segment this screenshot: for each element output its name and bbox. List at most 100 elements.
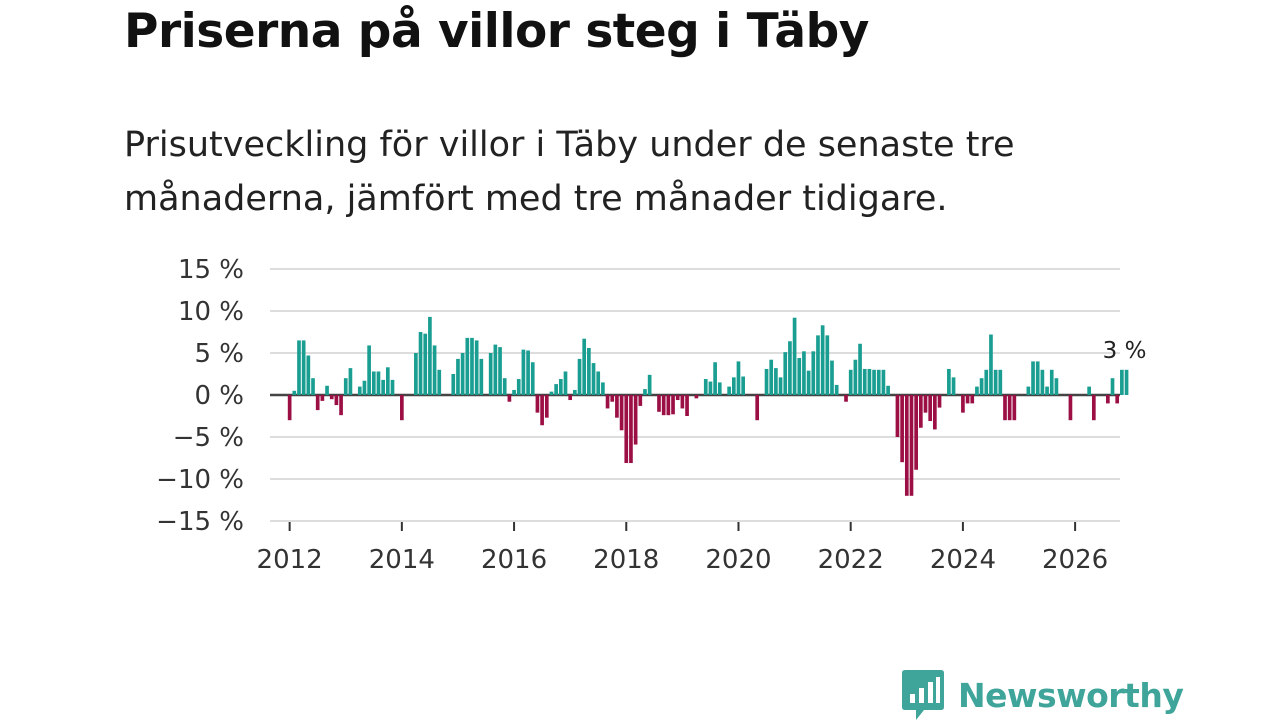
bar — [816, 335, 820, 395]
bar — [479, 358, 484, 395]
bar — [582, 338, 587, 395]
bar — [437, 369, 442, 395]
bar — [825, 335, 830, 395]
bar — [1045, 386, 1049, 395]
bar — [521, 349, 526, 395]
bar — [292, 390, 297, 395]
bar — [1120, 369, 1124, 395]
bar — [904, 395, 909, 496]
bar — [886, 385, 890, 395]
bar — [820, 325, 825, 395]
bar — [334, 395, 339, 406]
bar — [376, 371, 381, 395]
bar — [605, 395, 610, 409]
bar — [456, 358, 460, 395]
bar — [872, 369, 876, 395]
bar — [624, 395, 629, 464]
y-tick-label: 10 % — [178, 297, 244, 327]
bar — [1124, 369, 1129, 395]
logo-text: Newsworthy — [958, 675, 1184, 715]
bar — [287, 395, 292, 421]
bar — [367, 345, 371, 395]
bar — [848, 369, 853, 395]
bar — [488, 353, 493, 395]
bar — [961, 395, 965, 413]
bar — [493, 344, 498, 395]
last-value-label: 3 % — [1103, 338, 1147, 364]
bar — [516, 379, 521, 395]
bar — [451, 374, 456, 395]
bar — [573, 389, 577, 395]
y-tick-label: 0 % — [194, 381, 244, 411]
bar — [348, 368, 353, 395]
gridlines — [270, 268, 1120, 522]
bar — [1003, 395, 1007, 421]
bar — [638, 395, 643, 406]
bar — [610, 395, 615, 402]
bar — [755, 395, 760, 421]
bar — [428, 316, 432, 395]
y-tick-label: −15 % — [156, 507, 244, 537]
bar — [343, 378, 348, 395]
bar — [694, 395, 699, 399]
bar — [465, 337, 470, 395]
bar — [1110, 378, 1115, 395]
bar — [647, 374, 652, 395]
bar — [315, 395, 320, 411]
bar — [512, 389, 516, 395]
bar — [1035, 361, 1040, 395]
bar — [563, 371, 568, 395]
x-tick-label: 2026 — [1042, 545, 1108, 575]
bar — [325, 385, 329, 395]
bar — [928, 395, 933, 422]
bar — [713, 362, 717, 395]
bar — [844, 395, 848, 402]
x-tick-label: 2016 — [481, 545, 547, 575]
bar — [414, 353, 418, 395]
bar — [965, 395, 970, 404]
bar — [979, 378, 984, 395]
bar — [643, 389, 647, 395]
bar — [432, 345, 437, 395]
bar — [993, 369, 998, 395]
bar — [661, 395, 666, 416]
bar — [853, 359, 858, 395]
bar — [909, 395, 914, 496]
bar — [554, 384, 558, 395]
bar — [1054, 378, 1059, 395]
x-tick-label: 2024 — [930, 545, 996, 575]
bar — [1040, 369, 1045, 395]
bar — [633, 395, 638, 445]
bar — [666, 395, 671, 416]
bar — [558, 379, 563, 395]
bar — [1106, 395, 1110, 404]
bar — [675, 395, 680, 401]
bar — [1007, 395, 1012, 421]
bar — [320, 395, 325, 401]
bar — [998, 369, 1003, 395]
bar — [741, 376, 745, 395]
bar — [615, 395, 619, 418]
x-tick-label: 2018 — [593, 545, 659, 575]
bar — [984, 369, 989, 395]
bar — [306, 355, 311, 395]
bar — [792, 317, 797, 395]
bar — [311, 378, 315, 395]
bar — [540, 395, 544, 426]
bar — [1012, 395, 1017, 421]
bar — [830, 360, 834, 395]
bar — [703, 379, 708, 395]
bar — [764, 368, 769, 395]
bar — [629, 395, 633, 464]
newsworthy-logo: Newsworthy — [902, 670, 1184, 720]
bar — [788, 341, 792, 395]
bar — [329, 395, 334, 400]
bar — [502, 378, 507, 395]
bar — [423, 333, 428, 395]
bar — [876, 369, 881, 395]
chart-title: Priserna på villor steg i Täby — [124, 4, 869, 59]
bar — [526, 350, 530, 395]
bar — [1087, 386, 1091, 395]
newsworthy-chart-icon — [902, 670, 944, 720]
x-tick-label: 2012 — [257, 545, 323, 575]
